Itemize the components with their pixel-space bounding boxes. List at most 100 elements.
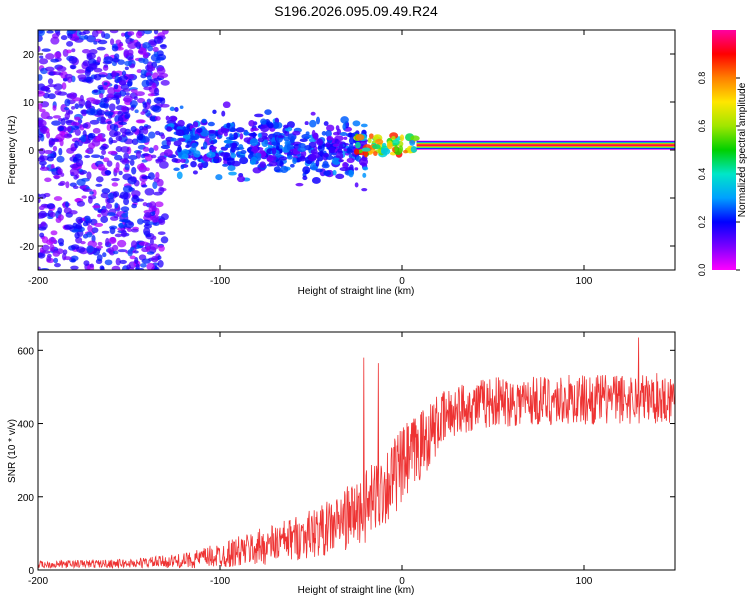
heatmap-cell [41, 48, 51, 52]
heatmap-cell [63, 256, 72, 261]
heatmap-cell [278, 144, 283, 150]
heatmap-cell [82, 123, 89, 129]
heatmap-cell [286, 155, 293, 160]
heatmap-cell [47, 78, 54, 85]
heatmap-cell [108, 137, 114, 145]
heatmap-cell [127, 31, 135, 36]
heatmap-cell [362, 166, 369, 171]
heatmap-cell [353, 148, 360, 155]
heatmap-cell [38, 210, 48, 219]
heatmap-cell [290, 136, 295, 144]
heatmap-cell [316, 138, 324, 146]
heatmap-cell [358, 157, 369, 166]
heatmap-cell [322, 152, 330, 158]
heatmap-cell [88, 142, 96, 150]
heatmap-cell [355, 133, 365, 141]
heatmap-cell [57, 91, 68, 96]
heatmap-cell [313, 132, 319, 140]
heatmap-cell [152, 181, 158, 190]
heatmap-cell [46, 156, 54, 162]
heatmap-cell [43, 149, 53, 155]
heatmap-cell [129, 255, 136, 260]
y-tick-label: 200 [17, 493, 34, 504]
heatmap-cell [175, 129, 185, 137]
heatmap-cell [222, 163, 229, 167]
heatmap-cell [389, 132, 399, 140]
heatmap-cell [161, 213, 169, 221]
heatmap-cell [111, 70, 117, 77]
heatmap-cell [146, 64, 154, 73]
heatmap-cell [93, 222, 104, 227]
heatmap-cell [160, 97, 166, 105]
heatmap-cell [49, 244, 55, 252]
heatmap-cell [332, 143, 340, 148]
heatmap-cell [273, 166, 281, 173]
heatmap-cell [86, 35, 97, 43]
heatmap-cell [190, 160, 197, 168]
heatmap-cell [104, 259, 113, 266]
heatmap-cell [386, 142, 393, 150]
x-tick-label: -100 [210, 276, 230, 287]
heatmap-cell [75, 216, 84, 224]
heatmap-cell [259, 161, 266, 169]
heatmap-cell [70, 65, 76, 70]
heatmap-cell [69, 36, 80, 42]
tone-band [416, 144, 675, 146]
heatmap-cell [81, 195, 87, 199]
heatmap-cell [73, 174, 79, 180]
heatmap-cell [86, 231, 93, 238]
heatmap-cell [124, 66, 129, 71]
heatmap-cell [78, 35, 88, 40]
heatmap-cell [348, 142, 354, 150]
heatmap-cell [160, 134, 166, 140]
heatmap-cell [197, 163, 204, 169]
heatmap-cell [226, 122, 231, 129]
heatmap-cell [109, 216, 119, 221]
heatmap-cell [47, 93, 56, 100]
heatmap-cell [159, 160, 169, 169]
heatmap-cell [101, 230, 110, 234]
heatmap-cell [295, 182, 304, 187]
heatmap-cell [299, 138, 308, 143]
heatmap-cell [40, 111, 50, 120]
heatmap-cell [59, 180, 66, 186]
heatmap-cell [317, 151, 324, 156]
heatmap-cell [230, 152, 237, 159]
heatmap-cell [235, 127, 245, 133]
heatmap-cell [74, 103, 80, 110]
heatmap-cell [93, 40, 98, 45]
heatmap-cell [57, 238, 65, 245]
heatmap-cell [124, 114, 130, 119]
heatmap-cell [271, 141, 277, 146]
heatmap-cell [337, 148, 343, 153]
heatmap-cell [72, 185, 79, 189]
snr-x-label: Height of straight line (km) [298, 585, 415, 596]
heatmap-cell [315, 159, 320, 167]
heatmap-cell [82, 60, 90, 67]
heatmap-cell [142, 42, 151, 49]
colorbar-tick-label: 0.0 [697, 264, 707, 277]
heatmap-cell [123, 152, 130, 161]
heatmap-cell [147, 172, 155, 180]
heatmap-cell [124, 163, 130, 171]
heatmap-cell [98, 74, 107, 78]
x-tick-label: 100 [576, 276, 593, 287]
heatmap-cell [138, 50, 144, 54]
heatmap-cell [65, 120, 73, 124]
heatmap-cell [119, 127, 127, 133]
heatmap-cell [154, 130, 161, 136]
heatmap-cell [309, 119, 317, 128]
heatmap-cell [201, 118, 207, 124]
heatmap-cell [64, 98, 71, 107]
heatmap-cell [40, 221, 47, 227]
heatmap-cell [71, 259, 76, 263]
heatmap-cell [75, 159, 84, 167]
heatmap-cell [257, 132, 262, 139]
heatmap-cell [140, 69, 147, 76]
colorbar-tick-label: 0.4 [697, 168, 707, 181]
heatmap-cell [227, 165, 236, 171]
heatmap-cell [104, 111, 114, 116]
heatmap-cell [97, 163, 106, 171]
heatmap-cell [160, 236, 169, 244]
heatmap-cell [154, 201, 164, 208]
